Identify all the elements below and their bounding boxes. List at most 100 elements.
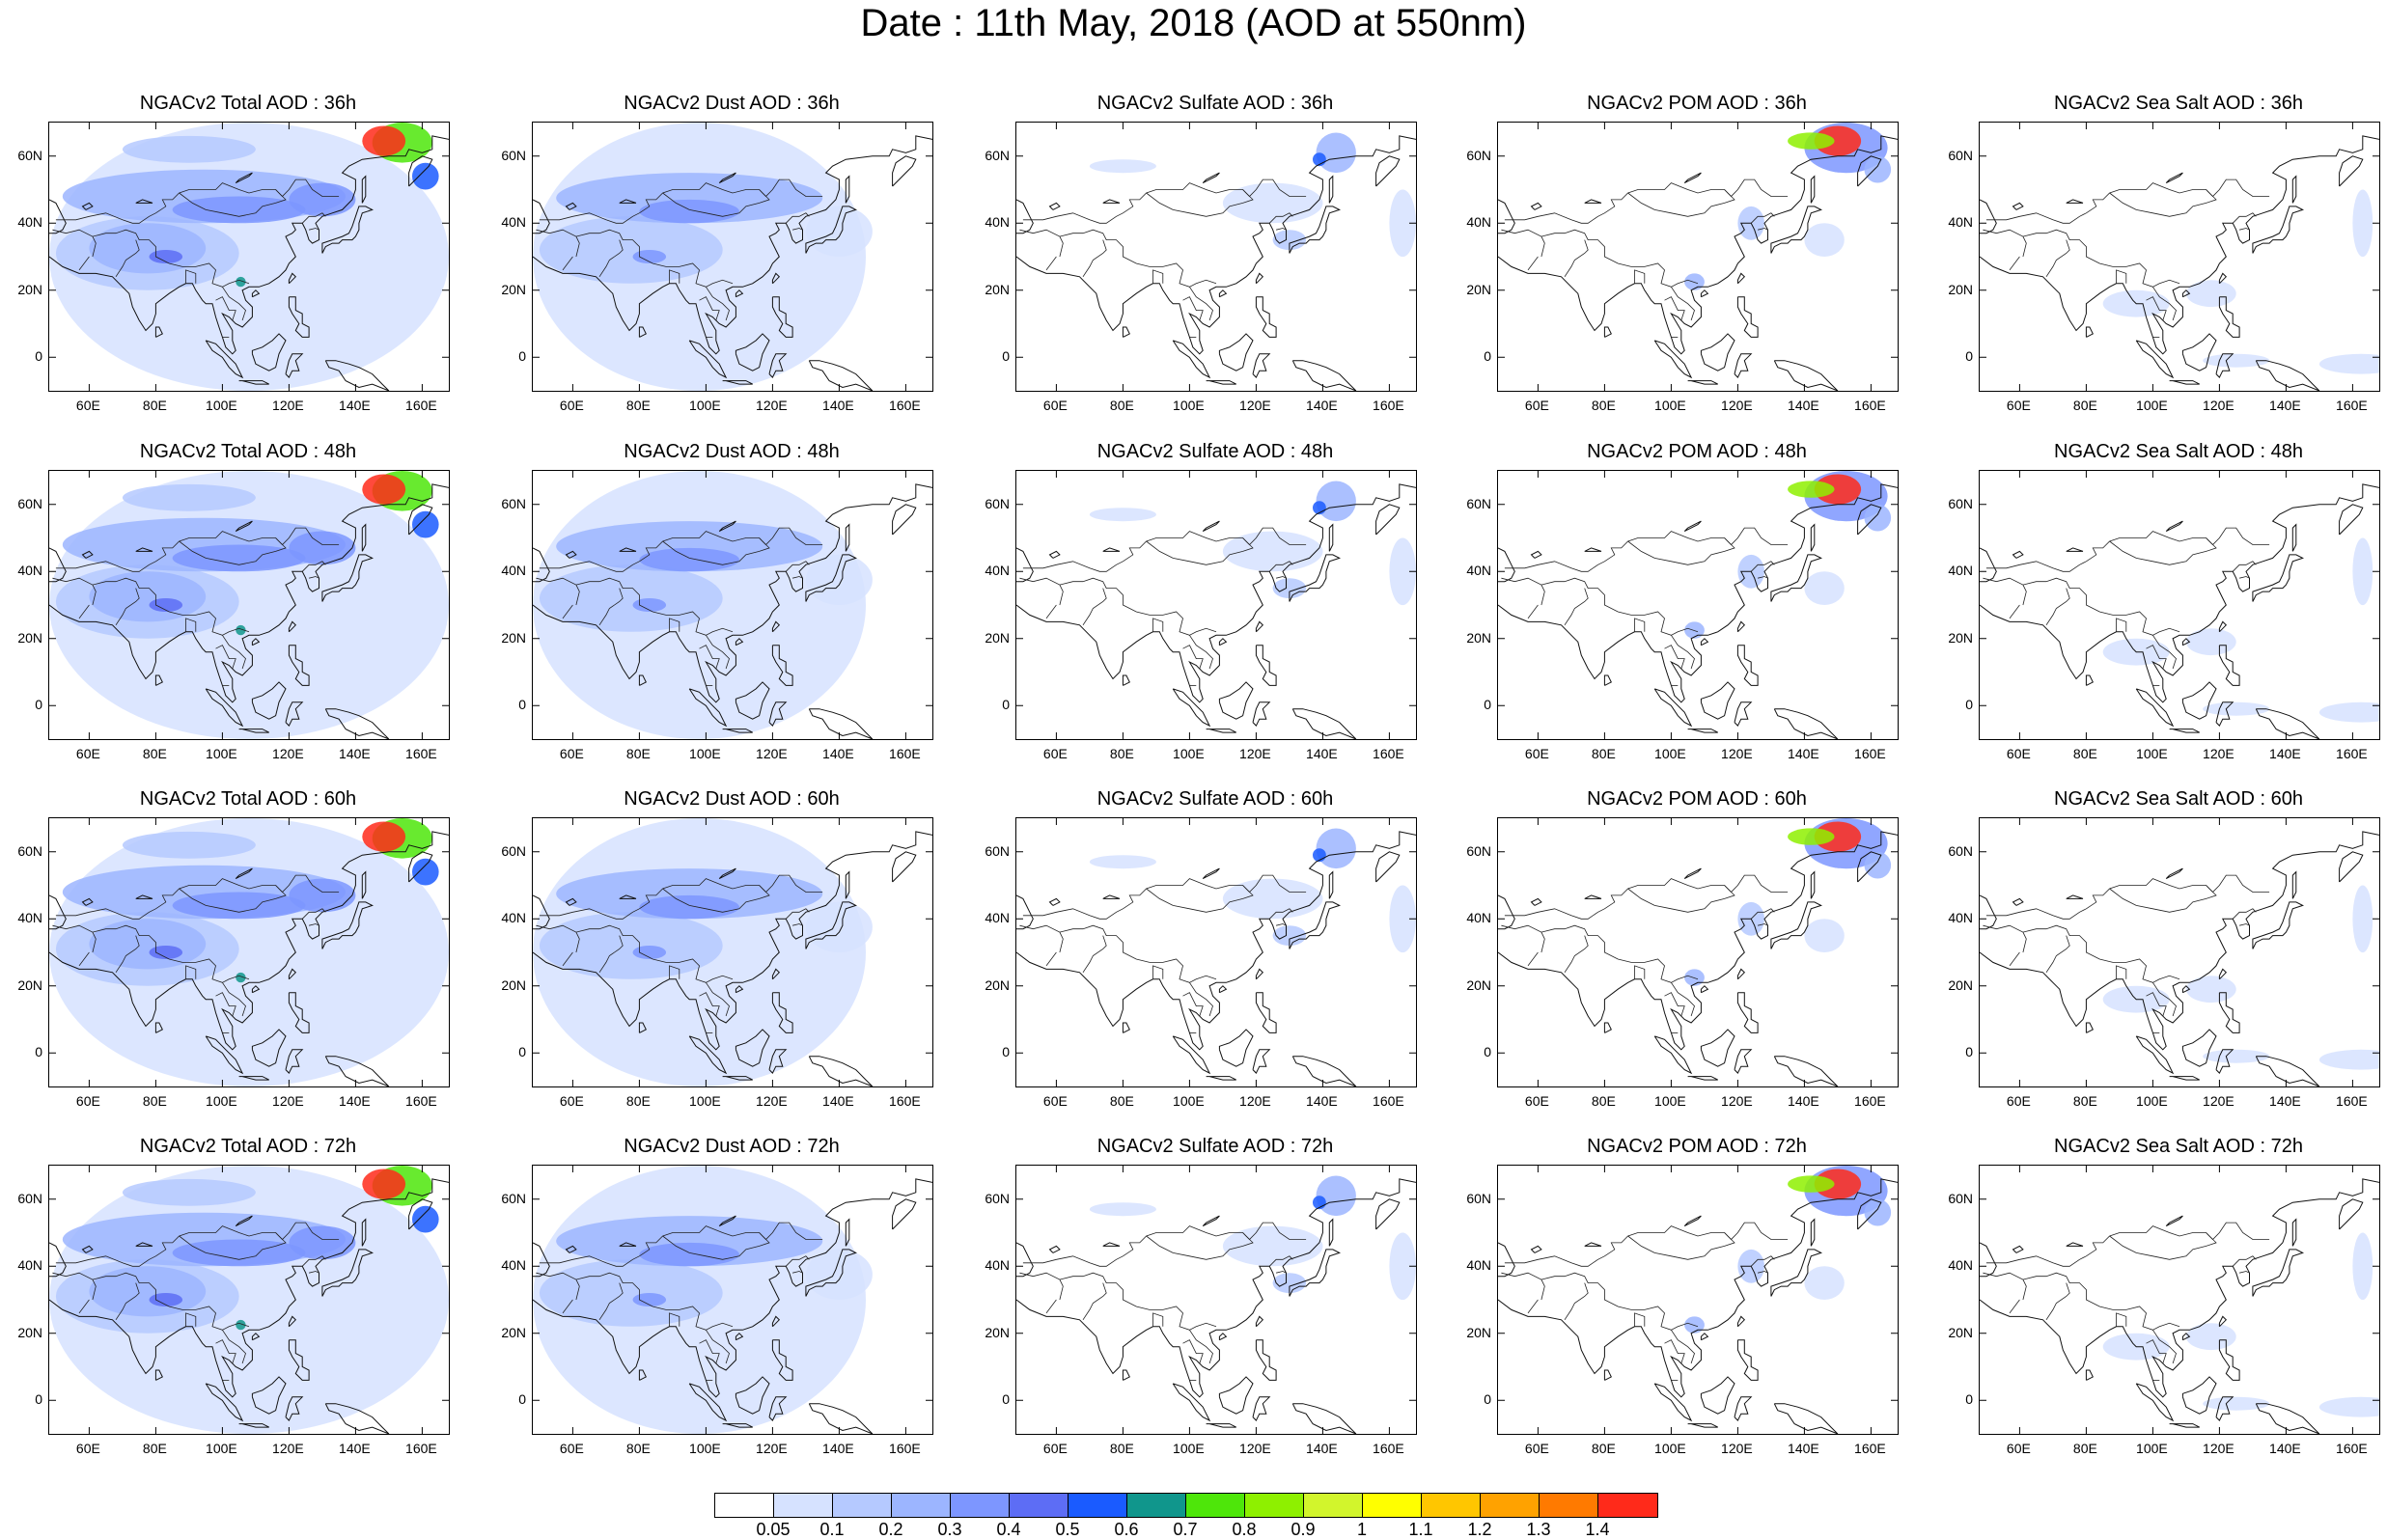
lon-label: 100E — [1654, 1093, 1686, 1109]
coastline — [1255, 620, 1264, 633]
coastline — [2255, 708, 2320, 739]
lon-label: 80E — [142, 398, 167, 413]
coastline — [205, 340, 244, 379]
coastline — [1252, 701, 1271, 727]
coastline — [1048, 897, 1061, 906]
country-border — [309, 923, 319, 926]
figure-title: Date : 11th May, 2018 (AOD at 550nm) — [860, 2, 1527, 44]
panel-title: NGACv2 Sea Salt AOD : 48h — [2054, 441, 2303, 462]
country-border — [78, 1299, 90, 1314]
coastline — [1736, 1339, 1759, 1381]
country-border — [662, 885, 770, 913]
country-border — [2239, 1271, 2250, 1274]
country-border — [1750, 1255, 1775, 1267]
country-border — [1983, 229, 2180, 288]
country-border — [1152, 618, 1164, 632]
country-border — [2022, 1279, 2027, 1301]
coastline — [2012, 897, 2024, 906]
country-border — [536, 577, 734, 636]
coastline — [735, 289, 744, 298]
aerosol-field — [1316, 1175, 1356, 1217]
country-border — [1045, 1299, 1057, 1314]
coastline — [285, 701, 304, 727]
coastline — [1289, 206, 1342, 254]
country-border — [1146, 1232, 1254, 1260]
country-border — [52, 1272, 250, 1331]
country-border — [662, 1232, 770, 1260]
coastline — [2066, 1242, 2084, 1247]
coastline — [735, 1376, 770, 1415]
coastline — [1700, 289, 1709, 298]
country-border — [301, 908, 326, 920]
lat-label: 60N — [17, 495, 42, 511]
coastline — [49, 1178, 449, 1398]
aerosol-field — [639, 547, 739, 572]
coastline — [2255, 1403, 2320, 1434]
lon-label: 160E — [889, 746, 921, 761]
coastline — [1172, 1035, 1211, 1075]
country-border — [55, 527, 340, 572]
coastline — [768, 353, 788, 378]
country-border — [55, 874, 340, 920]
coastline — [1584, 199, 1602, 204]
coastline — [81, 202, 94, 210]
coastline — [768, 1049, 788, 1074]
country-border — [2146, 296, 2167, 321]
country-border — [1189, 287, 1213, 321]
lat-label: 40N — [985, 563, 1010, 579]
map-panel — [532, 470, 933, 740]
coastline — [1016, 831, 1416, 1051]
coastline — [1603, 1369, 1612, 1381]
coastline — [321, 206, 375, 254]
coastline — [1218, 638, 1228, 646]
coastline — [1328, 175, 1334, 204]
colorbar-label: 0.4 — [996, 1520, 1021, 1539]
lat-label: 0 — [1965, 1391, 1973, 1408]
coastline — [1252, 1396, 1271, 1421]
lon-label: 140E — [1306, 398, 1338, 413]
coastline — [1773, 1056, 1839, 1086]
country-border — [1671, 287, 1695, 321]
lon-label: 120E — [1721, 398, 1753, 413]
aerosol-field — [2185, 628, 2236, 656]
aerosol-field — [556, 173, 823, 224]
aerosol-field — [2203, 1049, 2270, 1063]
coastline — [1218, 985, 1228, 994]
panel-title: NGACv2 POM AOD : 36h — [1587, 93, 1807, 114]
coastline — [688, 1383, 728, 1422]
lon-label: 160E — [2336, 1441, 2368, 1456]
coastline — [805, 206, 858, 254]
coastline — [1736, 1315, 1746, 1328]
aerosol-field — [1389, 1232, 1416, 1301]
country-border — [115, 935, 140, 974]
lon-label: 80E — [625, 746, 651, 761]
coastline — [288, 1339, 310, 1381]
coastline — [805, 901, 858, 949]
lon-label: 60E — [1042, 746, 1068, 761]
coastline — [718, 1215, 736, 1227]
coastline — [1736, 296, 1759, 338]
coastline — [1252, 1049, 1271, 1074]
lon-label: 140E — [1788, 1441, 1819, 1456]
lat-label: 60N — [501, 147, 526, 163]
coastline — [81, 897, 94, 906]
coastline — [1980, 199, 1997, 234]
lon-label: 100E — [2136, 1441, 2168, 1456]
coastline — [1498, 199, 1515, 234]
aerosol-field — [122, 831, 256, 859]
country-border — [539, 1222, 823, 1267]
country-border — [2109, 537, 2217, 565]
aerosol-field — [1814, 1169, 1862, 1199]
coastline — [1736, 968, 1746, 980]
colorbar-cell — [892, 1494, 951, 1517]
country-border — [1022, 527, 1307, 572]
coastline — [1857, 155, 1882, 187]
coastline — [533, 1178, 932, 1398]
coastline — [1980, 831, 2379, 1051]
aerosol-field — [632, 946, 667, 959]
country-border — [2045, 935, 2070, 974]
aerosol-field — [149, 946, 183, 959]
coastline — [688, 340, 728, 379]
lon-label: 100E — [1173, 398, 1205, 413]
coastline — [408, 851, 433, 883]
